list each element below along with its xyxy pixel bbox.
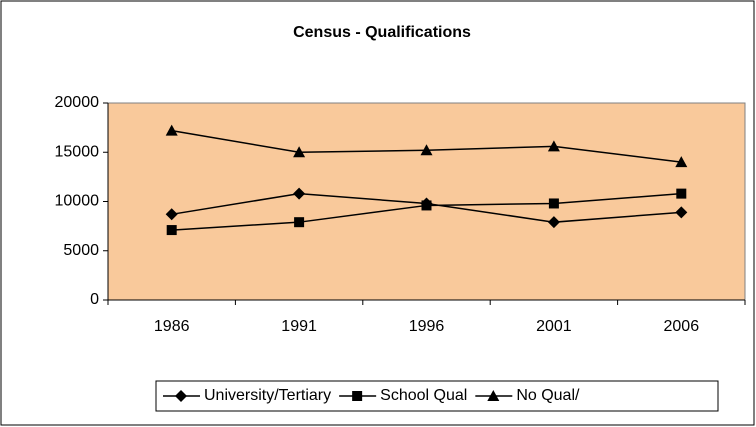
legend-box bbox=[155, 380, 719, 412]
legend-label: University/Tertiary bbox=[204, 387, 331, 404]
legend-label: School Qual bbox=[380, 387, 467, 404]
marker bbox=[548, 198, 559, 209]
marker bbox=[175, 390, 187, 402]
marker bbox=[487, 390, 500, 401]
chart-title: Census - Qualifications bbox=[293, 24, 471, 41]
x-tick-label: 1996 bbox=[409, 318, 445, 335]
marker bbox=[352, 391, 363, 401]
marker bbox=[675, 206, 688, 219]
marker bbox=[676, 188, 687, 199]
x-tick-label: 1991 bbox=[281, 318, 317, 335]
x-tick-label: 2001 bbox=[536, 318, 572, 335]
marker bbox=[675, 156, 688, 168]
legend-label: No Qual/ bbox=[516, 387, 580, 404]
y-tick-label: 15000 bbox=[55, 143, 100, 160]
marker bbox=[547, 140, 560, 152]
marker bbox=[165, 208, 178, 221]
marker bbox=[547, 216, 560, 229]
marker bbox=[166, 225, 177, 236]
y-tick-label: 10000 bbox=[55, 193, 100, 210]
y-tick-label: 20000 bbox=[55, 94, 100, 111]
marker bbox=[165, 124, 178, 136]
x-tick-label: 1986 bbox=[154, 318, 190, 335]
y-tick-label: 5000 bbox=[63, 242, 99, 259]
marker bbox=[294, 217, 305, 228]
y-tick-label: 0 bbox=[90, 291, 99, 308]
marker bbox=[293, 146, 306, 158]
marker bbox=[421, 200, 432, 211]
marker bbox=[420, 144, 433, 156]
marker bbox=[293, 187, 306, 200]
x-tick-label: 2006 bbox=[664, 318, 700, 335]
